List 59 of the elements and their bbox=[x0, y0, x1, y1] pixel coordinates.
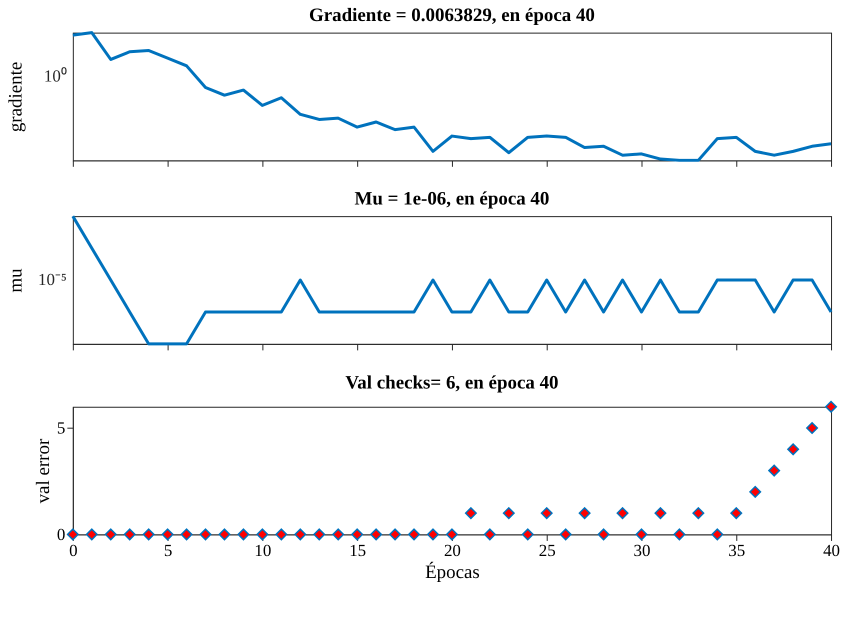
point bbox=[256, 528, 268, 540]
text: 10⁰ bbox=[44, 66, 67, 86]
point bbox=[142, 528, 155, 540]
point bbox=[616, 507, 629, 520]
point bbox=[502, 507, 515, 520]
point bbox=[237, 528, 250, 540]
point bbox=[332, 528, 344, 540]
point bbox=[162, 528, 174, 540]
point bbox=[598, 528, 610, 540]
point bbox=[692, 507, 704, 520]
x-tick-label: 0 bbox=[69, 540, 78, 560]
x-tick-label: 15 bbox=[349, 540, 366, 560]
point bbox=[294, 528, 306, 540]
point bbox=[86, 528, 98, 540]
point bbox=[275, 528, 288, 540]
point bbox=[825, 400, 838, 413]
point bbox=[654, 507, 666, 520]
point bbox=[768, 464, 780, 477]
point bbox=[730, 507, 742, 520]
point bbox=[540, 507, 553, 520]
x-tick-label: 30 bbox=[634, 540, 650, 560]
point bbox=[426, 528, 439, 540]
point bbox=[749, 486, 762, 498]
point bbox=[636, 528, 648, 540]
chart-title: Mu = 1e-06, en época 40 bbox=[354, 188, 550, 210]
point bbox=[351, 528, 364, 540]
x-tick-label: 25 bbox=[538, 540, 556, 560]
point bbox=[104, 528, 117, 540]
point bbox=[787, 443, 800, 456]
point bbox=[180, 528, 193, 540]
point bbox=[522, 528, 534, 540]
x-tick-label: 5 bbox=[164, 540, 172, 560]
point bbox=[66, 528, 79, 540]
point bbox=[673, 528, 686, 540]
point bbox=[200, 528, 212, 540]
y-axis-title: val error bbox=[32, 438, 54, 504]
y-axis-title: gradiente bbox=[5, 62, 26, 132]
x-axis-title: Épocas bbox=[425, 560, 480, 583]
chart-title: Val checks= 6, en época 40 bbox=[345, 372, 559, 394]
chart-title: Gradiente = 0.0063829, en época 40 bbox=[308, 5, 595, 26]
point bbox=[218, 528, 230, 540]
text: 10⁻⁵ bbox=[38, 270, 67, 290]
point bbox=[484, 528, 496, 540]
point bbox=[124, 528, 136, 540]
x-tick-label: 35 bbox=[728, 540, 746, 560]
point bbox=[389, 528, 402, 540]
point bbox=[313, 528, 326, 540]
point bbox=[806, 422, 818, 434]
x-tick-label: 40 bbox=[823, 540, 840, 560]
point bbox=[578, 507, 591, 520]
point bbox=[370, 528, 382, 540]
point bbox=[560, 528, 572, 540]
point bbox=[711, 528, 724, 540]
point bbox=[408, 528, 420, 540]
point bbox=[464, 507, 477, 520]
y-axis-title: mu bbox=[5, 268, 26, 293]
x-tick-label: 10 bbox=[254, 540, 272, 560]
point bbox=[446, 528, 458, 540]
x-tick-label: 20 bbox=[444, 540, 461, 560]
